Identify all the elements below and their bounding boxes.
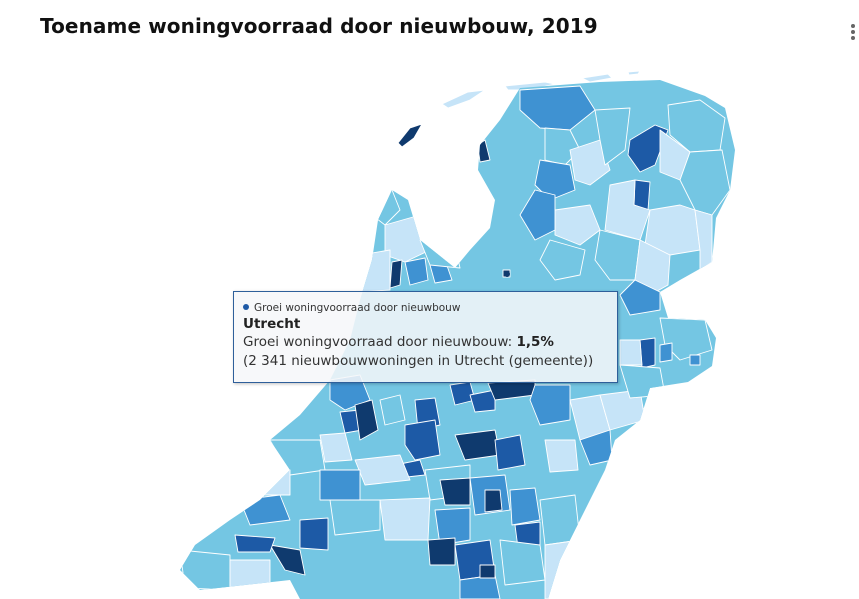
- map-region[interactable]: [499, 539, 546, 586]
- map-region-vlieland[interactable]: [441, 89, 486, 109]
- map-region[interactable]: [479, 564, 496, 579]
- vertical-ellipsis-icon-dot: [851, 30, 855, 34]
- map-region[interactable]: [554, 204, 601, 246]
- map-region[interactable]: [619, 279, 661, 316]
- map-region[interactable]: [569, 139, 611, 186]
- chart-title: Toename woningvoorraad door nieuwbouw, 2…: [40, 14, 598, 38]
- map-region[interactable]: [594, 107, 631, 166]
- map-region-texel[interactable]: [397, 123, 423, 148]
- map-region[interactable]: [689, 354, 701, 366]
- map-region[interactable]: [234, 534, 276, 553]
- map-region[interactable]: [319, 469, 361, 501]
- map-region[interactable]: [534, 159, 576, 201]
- tooltip-detail: (2 341 nieuwbouwwoningen in Utrecht (gem…: [243, 353, 594, 369]
- map-region[interactable]: [319, 432, 353, 463]
- map-region[interactable]: [180, 549, 231, 591]
- tooltip-region-name: Utrecht: [243, 316, 301, 332]
- chart-menu-button[interactable]: [851, 24, 859, 44]
- map-region[interactable]: [379, 497, 431, 541]
- series-dot-icon: [243, 304, 249, 310]
- map-region[interactable]: [619, 339, 643, 366]
- map-region[interactable]: [539, 239, 586, 281]
- map-region[interactable]: [299, 517, 329, 551]
- map-region[interactable]: [494, 434, 526, 471]
- map-region[interactable]: [389, 259, 403, 289]
- map-region[interactable]: [544, 539, 581, 599]
- map-tooltip: Groei woningvoorraad door nieuwbouw Utre…: [233, 291, 618, 383]
- tooltip-value-label: Groei woningvoorraad door nieuwbouw:: [243, 334, 517, 350]
- map-region[interactable]: [354, 399, 379, 441]
- map-region[interactable]: [519, 189, 556, 241]
- map-region[interactable]: [529, 384, 571, 426]
- tooltip-value: 1,5%: [516, 334, 554, 350]
- map-region-schiermonnikoog[interactable]: [627, 70, 641, 76]
- map-region[interactable]: [259, 469, 291, 496]
- map-region[interactable]: [504, 271, 510, 277]
- map-region[interactable]: [544, 439, 579, 473]
- map-region[interactable]: [329, 499, 381, 536]
- map-region[interactable]: [404, 257, 429, 286]
- map-region[interactable]: [484, 489, 503, 513]
- map-region[interactable]: [379, 394, 406, 426]
- map-region[interactable]: [439, 477, 471, 506]
- map-region[interactable]: [659, 342, 673, 363]
- map-region[interactable]: [594, 229, 641, 281]
- map-region[interactable]: [539, 494, 581, 546]
- map-region[interactable]: [427, 537, 456, 566]
- map-region[interactable]: [434, 507, 471, 546]
- map-region[interactable]: [627, 124, 669, 173]
- map-region[interactable]: [404, 419, 441, 461]
- map-region[interactable]: [634, 239, 671, 296]
- map-region[interactable]: [354, 454, 411, 486]
- vertical-ellipsis-icon: [851, 24, 855, 28]
- map-region[interactable]: [359, 249, 391, 293]
- tooltip-series: Groei woningvoorraad door nieuwbouw: [243, 301, 607, 315]
- vertical-ellipsis-icon-dot: [851, 36, 855, 40]
- map-region[interactable]: [269, 439, 326, 476]
- map-region-ameland[interactable]: [581, 73, 613, 83]
- map-region[interactable]: [229, 559, 271, 599]
- tooltip-series-label: Groei woningvoorraad door nieuwbouw: [254, 302, 461, 314]
- map-region[interactable]: [469, 389, 496, 413]
- map-region[interactable]: [509, 487, 541, 526]
- tooltip-value-line: Groei woningvoorraad door nieuwbouw: 1,5…: [243, 333, 607, 352]
- map-region[interactable]: [269, 544, 306, 576]
